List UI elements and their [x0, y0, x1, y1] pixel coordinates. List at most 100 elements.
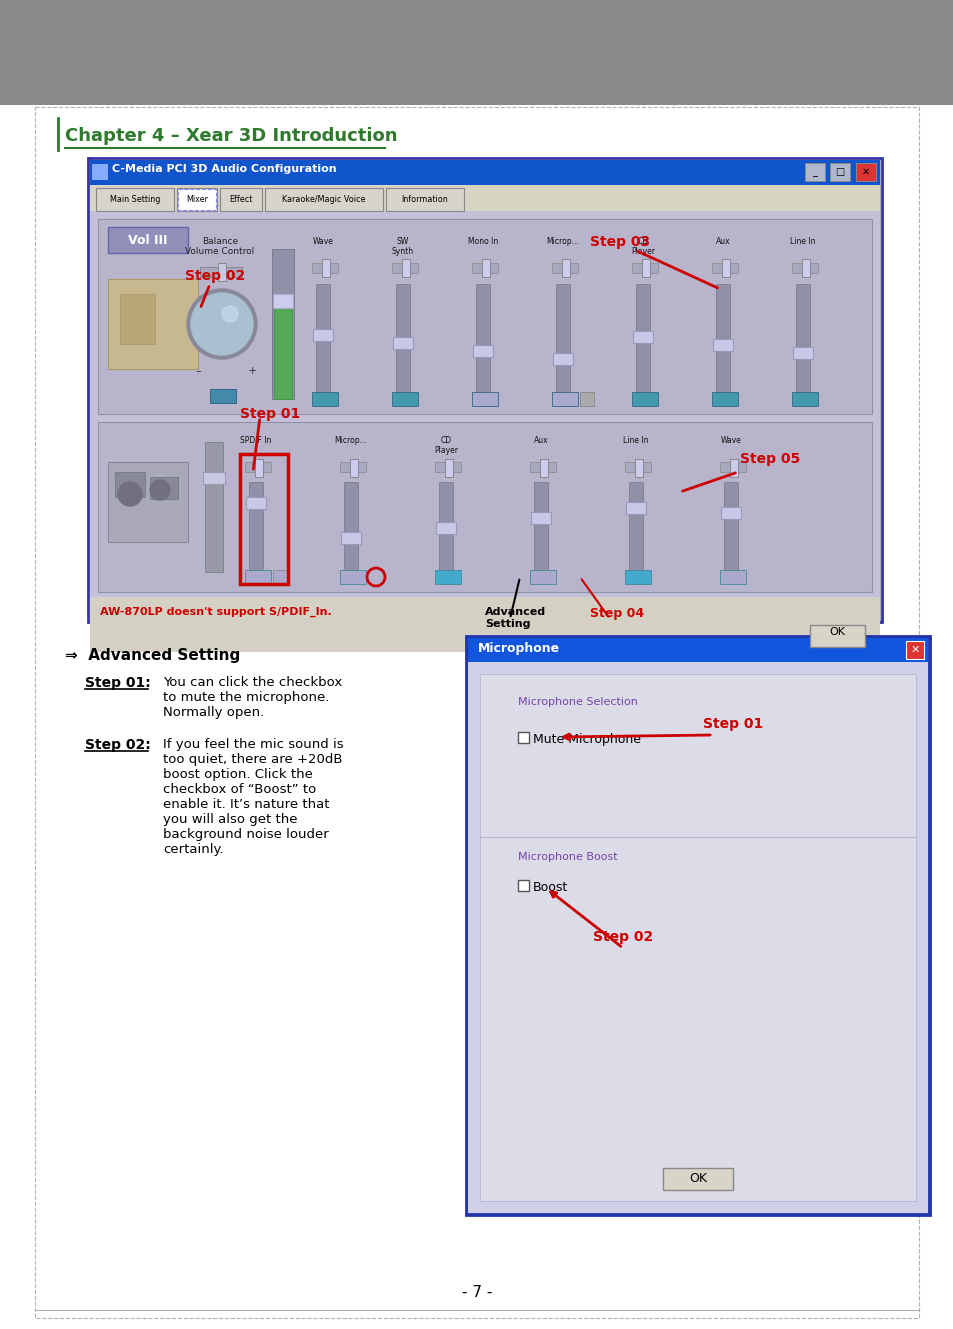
Text: Aux: Aux	[715, 237, 730, 246]
Bar	[313, 330, 333, 342]
Text: Balance
Volume Control: Balance Volume Control	[185, 237, 254, 256]
Text: OK: OK	[688, 1172, 706, 1185]
Text: Step 01:: Step 01:	[85, 676, 151, 690]
Bar	[624, 570, 650, 583]
Bar	[339, 462, 366, 472]
Bar	[200, 267, 242, 276]
Circle shape	[150, 480, 170, 500]
Text: Mixer: Mixer	[186, 194, 208, 203]
Bar	[662, 1168, 732, 1189]
Text: ⇒  Advanced Setting: ⇒ Advanced Setting	[65, 649, 240, 663]
Bar	[476, 284, 490, 393]
Bar	[829, 163, 849, 181]
Bar	[245, 462, 271, 472]
Bar	[108, 279, 198, 369]
Text: Step 03: Step 03	[589, 235, 649, 249]
Text: Step 02:: Step 02:	[85, 738, 151, 752]
Text: +: +	[248, 365, 257, 376]
Bar	[729, 459, 738, 477]
Bar	[90, 159, 879, 621]
Bar	[273, 570, 287, 583]
Bar	[636, 284, 649, 393]
Bar	[479, 674, 915, 1201]
Bar	[245, 570, 271, 583]
Text: Microp...: Microp...	[546, 237, 578, 246]
Bar	[791, 263, 817, 272]
Bar	[720, 506, 740, 520]
Text: Step 01: Step 01	[240, 407, 300, 421]
Text: Wave: Wave	[720, 436, 740, 445]
Bar	[240, 455, 288, 583]
Bar	[395, 284, 410, 393]
Bar	[473, 346, 493, 358]
Bar	[905, 641, 923, 659]
Bar	[90, 597, 879, 653]
Bar	[205, 443, 223, 571]
Text: □: □	[835, 167, 843, 177]
Bar	[711, 263, 738, 272]
Bar	[716, 284, 729, 393]
Bar	[517, 880, 529, 890]
Bar	[392, 263, 417, 272]
Bar	[561, 259, 569, 276]
Bar	[438, 482, 453, 571]
Bar	[720, 462, 745, 472]
Bar	[625, 502, 645, 514]
Bar	[254, 459, 263, 477]
Bar	[791, 392, 817, 405]
Circle shape	[222, 306, 237, 322]
Bar	[633, 331, 652, 343]
Bar	[631, 392, 658, 405]
Bar	[539, 459, 547, 477]
Bar	[91, 163, 108, 179]
Bar	[88, 158, 882, 622]
Bar	[274, 299, 292, 399]
Bar	[393, 338, 413, 350]
Bar	[322, 259, 330, 276]
Bar	[210, 389, 235, 403]
Text: _: _	[812, 167, 817, 177]
Bar	[344, 482, 357, 571]
Text: Line In: Line In	[789, 237, 815, 246]
Bar	[530, 570, 556, 583]
Bar	[624, 462, 650, 472]
Bar	[90, 211, 879, 621]
Bar	[386, 187, 463, 211]
Text: Chapter 4 – Xear 3D Introduction: Chapter 4 – Xear 3D Introduction	[65, 128, 397, 145]
Bar	[312, 392, 337, 405]
Bar	[392, 392, 417, 405]
Text: Mute Microphone: Mute Microphone	[533, 734, 640, 746]
Text: SW
Synth: SW Synth	[392, 237, 414, 256]
Bar	[350, 459, 357, 477]
Bar	[855, 163, 875, 181]
Bar	[530, 462, 556, 472]
Bar	[220, 187, 262, 211]
Text: –: –	[194, 365, 200, 376]
Bar	[795, 284, 809, 393]
Text: Microp...: Microp...	[335, 436, 367, 445]
Bar	[315, 284, 330, 393]
Bar	[468, 638, 927, 1213]
Bar	[472, 392, 497, 405]
Text: SPDIF In: SPDIF In	[240, 436, 272, 445]
Text: CD
Player: CD Player	[434, 436, 457, 456]
Bar	[273, 294, 293, 308]
Bar	[177, 187, 216, 211]
Bar	[120, 294, 154, 344]
Bar	[98, 219, 871, 415]
Bar	[712, 339, 732, 351]
Bar	[96, 187, 173, 211]
Text: Advanced
Setting: Advanced Setting	[484, 607, 545, 629]
Text: Line In: Line In	[622, 436, 648, 445]
Bar	[436, 522, 456, 534]
Bar	[401, 259, 410, 276]
Text: Main Setting: Main Setting	[110, 194, 160, 203]
Circle shape	[187, 288, 256, 359]
Bar	[203, 472, 225, 484]
Bar	[435, 570, 460, 583]
Bar	[801, 259, 809, 276]
Text: ✕: ✕	[909, 645, 919, 655]
Text: OK: OK	[828, 627, 844, 637]
Bar	[804, 163, 824, 181]
Bar	[150, 477, 178, 498]
